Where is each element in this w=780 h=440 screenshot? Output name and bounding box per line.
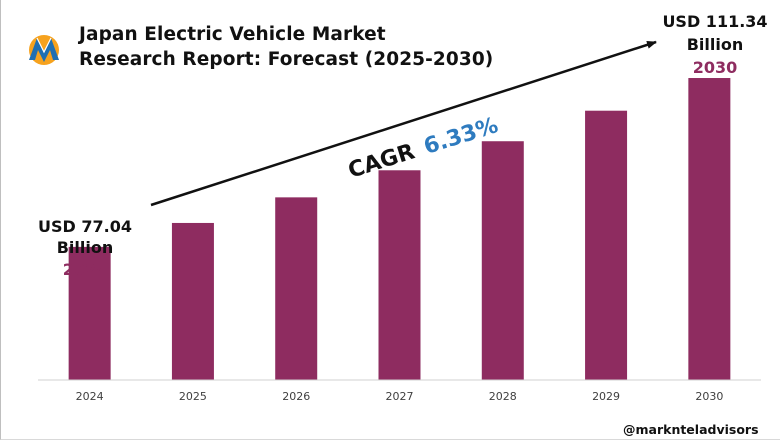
- bar-series: [68, 78, 731, 380]
- cagr-trend-arrow: [150, 40, 657, 207]
- marknteladvisors-logo-icon: [29, 35, 59, 65]
- bar-2025: [171, 222, 214, 380]
- page-title: Japan Electric Vehicle Market Research R…: [79, 22, 493, 72]
- x-tick-label-2026: 2026: [282, 390, 310, 403]
- x-tick-label-2029: 2029: [592, 390, 620, 403]
- brand-handle: @marknteladvisors: [623, 422, 759, 437]
- start-unit-label: Billion: [57, 238, 114, 257]
- bar-2027: [378, 170, 421, 380]
- x-tick-label-2027: 2027: [386, 390, 414, 403]
- bar-2029: [585, 110, 628, 380]
- end-unit-label: Billion: [687, 35, 744, 54]
- start-value-label: USD 77.04: [38, 217, 132, 236]
- cagr-annotation: CAGR 6.33%: [345, 113, 501, 184]
- bar-2026: [275, 197, 318, 380]
- bar-2030: [688, 78, 731, 380]
- bar-2024: [68, 246, 111, 380]
- title-line-2: Research Report: Forecast (2025-2030): [79, 49, 494, 70]
- x-tick-label-2030: 2030: [695, 390, 723, 403]
- bar-2028: [481, 141, 524, 380]
- end-value-label: USD 111.34: [662, 12, 767, 31]
- x-tick-label-2024: 2024: [76, 390, 104, 403]
- start-year-label: 2024: [63, 260, 108, 279]
- title-line-1: Japan Electric Vehicle Market: [79, 24, 386, 45]
- x-tick-label-2025: 2025: [179, 390, 207, 403]
- end-year-label: 2030: [693, 58, 738, 77]
- x-tick-label-2028: 2028: [489, 390, 517, 403]
- x-axis-ticks: 2024 2025 2026 2027 2028 2029 2030: [76, 390, 724, 403]
